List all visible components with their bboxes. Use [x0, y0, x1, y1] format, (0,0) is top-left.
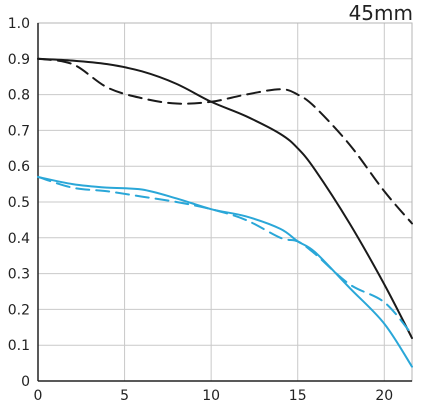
y-tick-label: 0.7 [8, 123, 30, 139]
y-tick-label: 0.9 [8, 52, 30, 68]
x-tick-label: 0 [34, 388, 43, 404]
y-tick-label: 0.4 [8, 231, 30, 247]
series-line-3 [37, 175, 413, 368]
chart-title: 45mm [349, 1, 413, 25]
grid [38, 23, 412, 381]
series-line-1 [37, 57, 413, 340]
y-tick-label: 0.2 [8, 302, 30, 318]
series-line-2 [37, 57, 413, 225]
x-tick-label: 20 [375, 388, 393, 404]
y-tick-label: 0 [21, 374, 30, 390]
x-tick-label: 5 [120, 388, 129, 404]
y-tick-label: 0.8 [8, 88, 30, 104]
y-tick-label: 0.6 [8, 159, 30, 175]
y-tick-label: 0.5 [8, 195, 30, 211]
series-group [37, 57, 413, 368]
y-tick-label: 1.0 [8, 16, 30, 32]
tick-labels: 0 0.1 0.2 0.3 0.4 0.5 0.6 0.7 0.8 0.9 1.0 0 5 10 15 20 [8, 16, 393, 404]
y-tick-label: 0.3 [8, 267, 30, 283]
x-tick-label: 15 [289, 388, 307, 404]
y-tick-label: 0.1 [8, 338, 30, 354]
series-line-4 [37, 175, 413, 336]
x-tick-label: 10 [202, 388, 220, 404]
